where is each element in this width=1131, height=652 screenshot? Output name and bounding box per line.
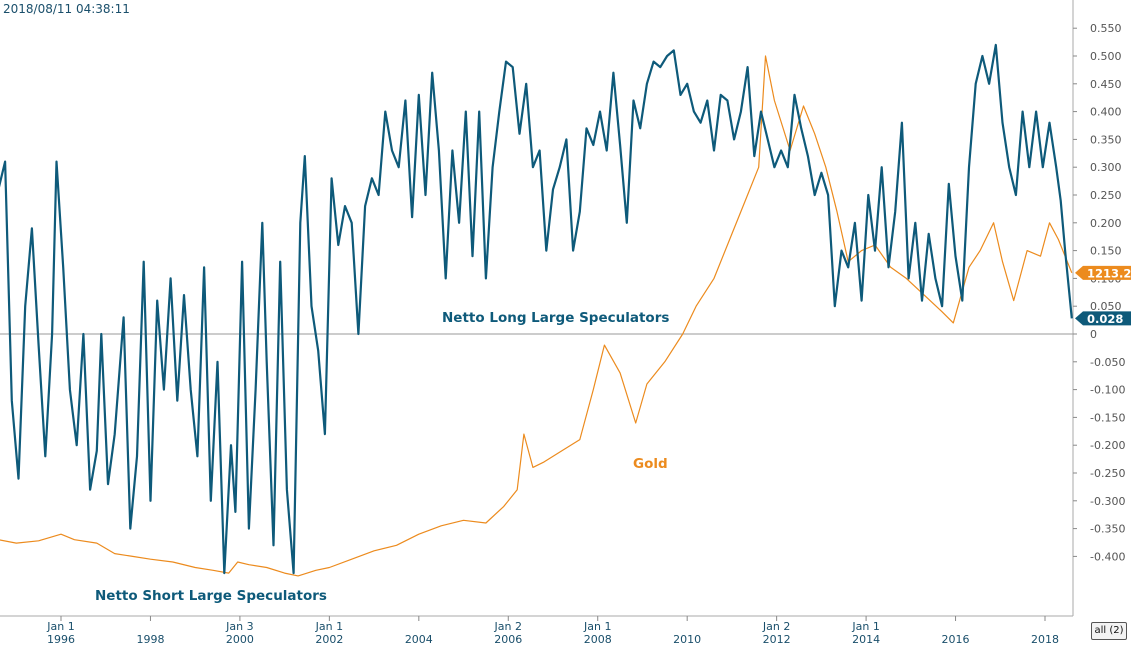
y-tick-label: -0.100 bbox=[1090, 384, 1125, 397]
x-tick-label: 1998 bbox=[136, 633, 164, 646]
timestamp: 2018/08/11 04:38:11 bbox=[3, 2, 130, 16]
gold-last-value-tag bbox=[1075, 265, 1131, 280]
y-tick-label: 0.250 bbox=[1090, 189, 1122, 202]
x-tick-label-top: Jan 2 bbox=[494, 620, 522, 633]
x-tick-label: 2006 bbox=[494, 633, 522, 646]
x-tick-label: 1996 bbox=[47, 633, 75, 646]
y-tick-label: 0.450 bbox=[1090, 78, 1122, 91]
x-tick-label-top: Jan 1 bbox=[851, 620, 879, 633]
y-tick-label: 0.500 bbox=[1090, 50, 1122, 63]
y-tick-label: -0.050 bbox=[1090, 356, 1125, 369]
x-tick-label-top: Jan 1 bbox=[46, 620, 74, 633]
y-tick-label: 0.200 bbox=[1090, 217, 1122, 230]
x-tick-label-top: Jan 2 bbox=[762, 620, 790, 633]
x-tick-label: 2002 bbox=[315, 633, 343, 646]
x-tick-label: 2018 bbox=[1031, 633, 1059, 646]
x-tick-label-top: Jan 1 bbox=[315, 620, 343, 633]
y-tick-label: -0.400 bbox=[1090, 550, 1125, 563]
x-tick-label: 2014 bbox=[852, 633, 880, 646]
y-tick-label: -0.350 bbox=[1090, 523, 1125, 536]
y-tick-label: 0.150 bbox=[1090, 245, 1122, 258]
net-long-last-value-label: 0.028 bbox=[1087, 312, 1123, 326]
x-tick-label: 2012 bbox=[763, 633, 791, 646]
x-tick-label: 2004 bbox=[405, 633, 433, 646]
gold-last-value-label: 1213.2 bbox=[1087, 266, 1131, 280]
y-tick-label: 0.050 bbox=[1090, 300, 1122, 313]
net-long-last-value-tag bbox=[1075, 311, 1131, 326]
y-tick-label: -0.200 bbox=[1090, 439, 1125, 452]
x-tick-label-top: Jan 1 bbox=[583, 620, 611, 633]
x-tick-label: 2008 bbox=[584, 633, 612, 646]
gold-series-line bbox=[0, 55, 1073, 577]
gold-annotation: Gold bbox=[633, 456, 668, 472]
x-tick-label: 2010 bbox=[673, 633, 701, 646]
y-tick-label: 0.400 bbox=[1090, 106, 1122, 119]
x-tick-label-top: Jan 3 bbox=[225, 620, 253, 633]
y-tick-label: 0.350 bbox=[1090, 133, 1122, 146]
y-tick-label: -0.150 bbox=[1090, 411, 1125, 424]
y-tick-label: 0.550 bbox=[1090, 22, 1122, 35]
net-long-annotation: Netto Long Large Speculators bbox=[442, 310, 669, 326]
y-tick-label: 0 bbox=[1090, 328, 1097, 341]
x-tick-label: 2000 bbox=[226, 633, 254, 646]
x-tick-label: 2016 bbox=[942, 633, 970, 646]
annotations-group: Netto Long Large Speculators Netto Short… bbox=[95, 310, 669, 604]
net-short-annotation: Netto Short Large Speculators bbox=[95, 588, 327, 604]
series-group bbox=[0, 43, 1073, 577]
y-tick-label: -0.300 bbox=[1090, 495, 1125, 508]
last-value-group: 0.028 1213.2 bbox=[1075, 265, 1131, 326]
all-series-button[interactable]: all (2) bbox=[1091, 622, 1127, 640]
y-tick-label: -0.250 bbox=[1090, 467, 1125, 480]
y-tick-label: 0.300 bbox=[1090, 161, 1122, 174]
net-long-series-line bbox=[0, 43, 1073, 575]
